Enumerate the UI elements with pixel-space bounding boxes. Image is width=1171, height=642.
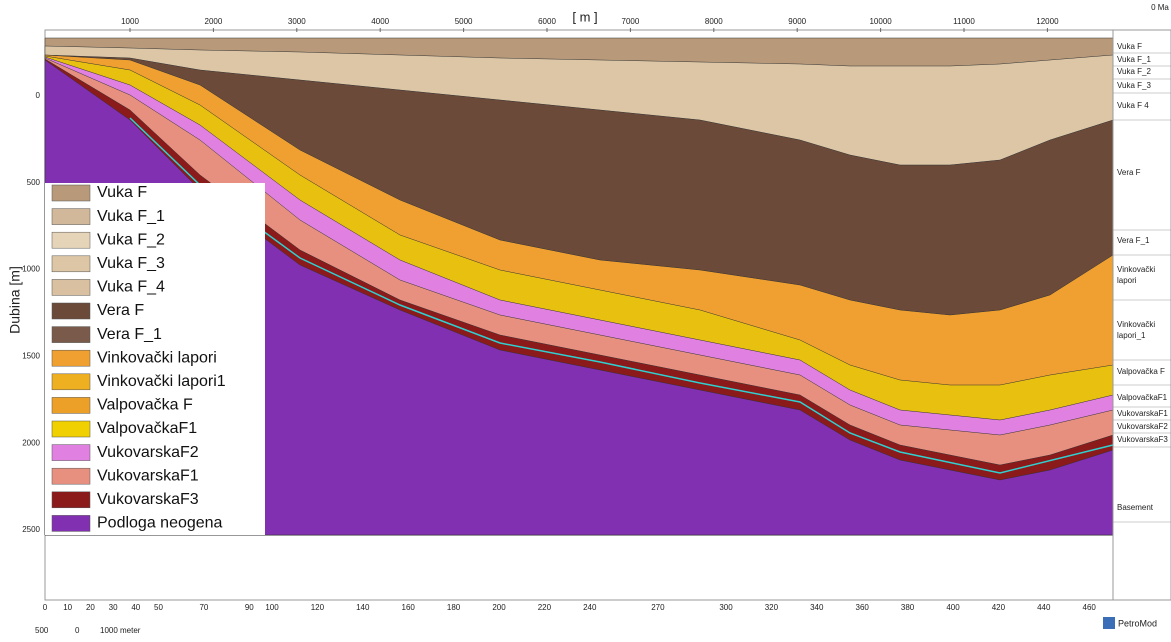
bottom-tick-label: 10 [63, 603, 72, 612]
legend-label: VukovarskaF1 [97, 467, 199, 484]
legend-label: Vuka F_2 [97, 231, 165, 248]
bottom-tick-label: 400 [946, 603, 960, 612]
left-tick-label: 2500 [22, 525, 40, 534]
legend-swatch [52, 327, 90, 343]
right-label: Vuka F 4 [1117, 101, 1149, 110]
bottom-tick-label: 360 [856, 603, 870, 612]
right-label: Vera F_1 [1117, 236, 1150, 245]
bottom-tick-label: 0 [43, 603, 48, 612]
right-label: Vuka F_3 [1117, 81, 1151, 90]
legend-label: Vinkovački lapori1 [97, 373, 226, 390]
bottom-tick-label: 20 [86, 603, 95, 612]
right-label: Vuka F [1117, 42, 1142, 51]
right-label: VukovarskaF1 [1117, 409, 1168, 418]
legend-swatch [52, 515, 90, 531]
legend-swatch [52, 374, 90, 390]
top-tick-label: 8000 [705, 17, 723, 26]
bottom-tick-label: 50 [154, 603, 163, 612]
right-label: VukovarskaF2 [1117, 422, 1168, 431]
legend-swatch [52, 279, 90, 295]
scale-bar-label: 1000 meter [100, 626, 141, 635]
legend-label: Vuka F_1 [97, 208, 165, 225]
top-tick-label: 1000 [121, 17, 139, 26]
page: {"header": {"unit_top": "[ m ]", "age": … [0, 0, 1171, 637]
right-label: Valpovačka F [1117, 367, 1165, 376]
logo-icon [1103, 617, 1115, 629]
bottom-tick-label: 380 [901, 603, 915, 612]
left-tick-label: 500 [27, 178, 41, 187]
logo: PetroMod [1118, 618, 1157, 628]
right-panel [1113, 30, 1171, 600]
right-label: Vera F [1117, 168, 1141, 177]
scale-bar-label: 500 [35, 626, 49, 635]
bottom-tick-label: 340 [810, 603, 824, 612]
right-label: Vuka F_1 [1117, 55, 1151, 64]
bottom-tick-label: 160 [402, 603, 416, 612]
section-view: [ m ] 0 Ma Dubina [m] PetroMod 100020003… [0, 0, 1171, 637]
top-unit: [ m ] [572, 9, 597, 24]
bottom-tick-label: 180 [447, 603, 461, 612]
bottom-tick-label: 140 [356, 603, 370, 612]
legend-label: Vinkovački lapori [97, 349, 217, 366]
legend-label: Vuka F [97, 184, 147, 201]
top-tick-label: 6000 [538, 17, 556, 26]
top-tick-label: 11000 [953, 17, 975, 26]
legend-swatch [52, 256, 90, 272]
legend-swatch [52, 209, 90, 225]
left-tick-label: 1000 [22, 265, 40, 274]
bottom-tick-label: 30 [109, 603, 118, 612]
bottom-tick-label: 100 [265, 603, 279, 612]
top-tick-label: 12000 [1036, 17, 1059, 26]
top-tick-label: 7000 [622, 17, 640, 26]
age: 0 Ma [1151, 3, 1169, 12]
bottom-tick-label: 460 [1083, 603, 1097, 612]
left-tick-label: 1500 [22, 352, 40, 361]
legend-label: Vera F [97, 302, 144, 319]
bottom-tick-label: 90 [245, 603, 254, 612]
bottom-tick-label: 200 [492, 603, 506, 612]
top-tick-label: 4000 [371, 17, 389, 26]
right-label: Vuka F_2 [1117, 67, 1151, 76]
y-title: Dubina [m] [7, 266, 23, 334]
legend-label: ValpovačkaF1 [97, 420, 197, 437]
legend-swatch [52, 232, 90, 248]
legend-label: Vuka F_3 [97, 255, 165, 272]
legend-swatch [52, 350, 90, 366]
legend-swatch [52, 303, 90, 319]
bottom-tick-label: 270 [651, 603, 665, 612]
top-tick-label: 10000 [869, 17, 892, 26]
legend-label: Podloga neogena [97, 515, 223, 532]
legend-swatch [52, 397, 90, 413]
left-tick-label: 2000 [22, 438, 40, 447]
bottom-tick-label: 440 [1037, 603, 1051, 612]
right-label: ValpovačkaF1 [1117, 393, 1168, 402]
legend-swatch [52, 421, 90, 437]
bottom-tick-label: 320 [765, 603, 779, 612]
legend-swatch [52, 185, 90, 201]
legend-label: VukovarskaF3 [97, 491, 199, 508]
legend-swatch [52, 445, 90, 461]
legend-label: Vera F_1 [97, 326, 162, 343]
top-tick-label: 5000 [455, 17, 473, 26]
legend-swatch [52, 492, 90, 508]
legend-swatch [52, 468, 90, 484]
bottom-tick-label: 420 [992, 603, 1006, 612]
top-tick-label: 9000 [788, 17, 806, 26]
bottom-tick-label: 220 [538, 603, 552, 612]
bottom-tick-label: 240 [583, 603, 597, 612]
legend-label: Vuka F_4 [97, 279, 165, 296]
left-tick-label: 0 [36, 91, 41, 100]
top-tick-label: 3000 [288, 17, 306, 26]
bottom-tick-label: 300 [719, 603, 733, 612]
top-tick-label: 2000 [205, 17, 223, 26]
scale-bar-label: 0 [75, 626, 80, 635]
bottom-tick-label: 120 [311, 603, 325, 612]
right-label: Basement [1117, 503, 1154, 512]
bottom-tick-label: 70 [199, 603, 208, 612]
bottom-tick-label: 40 [131, 603, 140, 612]
legend-label: VukovarskaF2 [97, 444, 199, 461]
legend-label: Valpovačka F [97, 397, 193, 414]
right-label: VukovarskaF3 [1117, 435, 1168, 444]
